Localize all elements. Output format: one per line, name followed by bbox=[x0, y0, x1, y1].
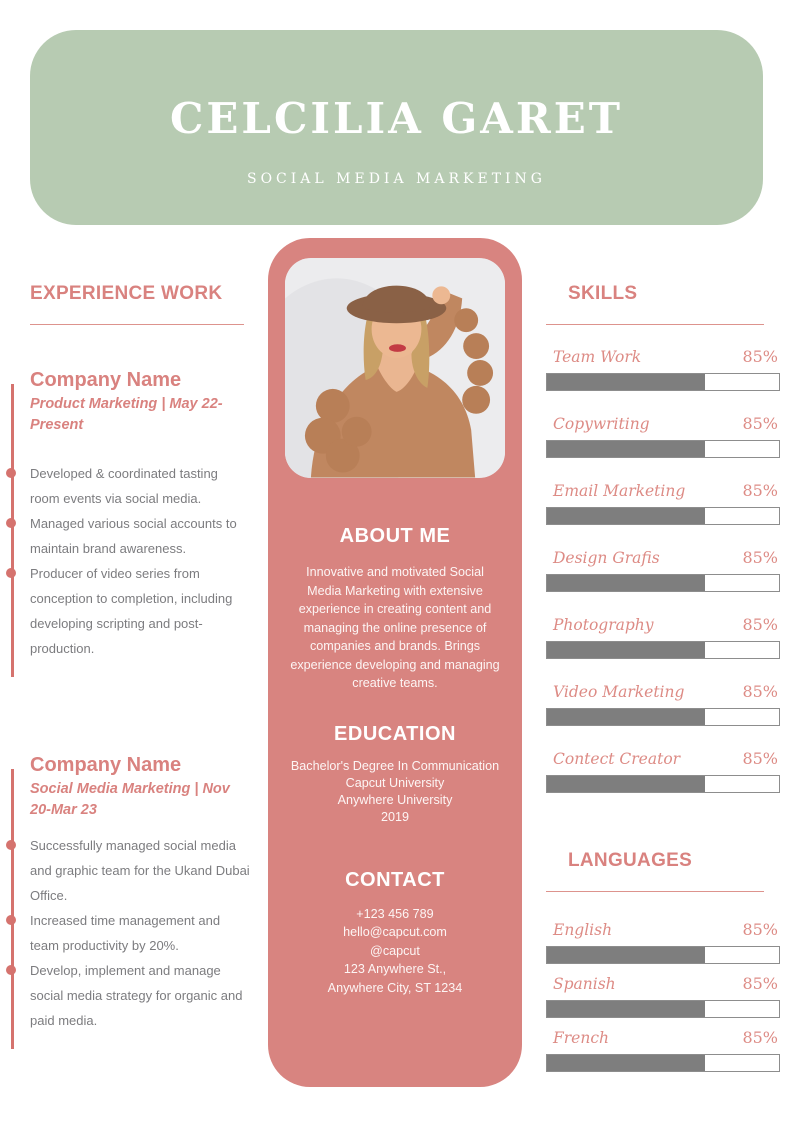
skills-list: Team Work 85% Copywriting 85% Email Mark… bbox=[546, 347, 780, 793]
skill-bar-fill bbox=[547, 575, 705, 591]
language-bar bbox=[546, 946, 780, 964]
language-bar bbox=[546, 1054, 780, 1072]
company-name: Company Name bbox=[30, 754, 182, 776]
skill-value: 85% bbox=[742, 481, 778, 500]
skill-item: Email Marketing 85% bbox=[546, 481, 780, 525]
about-text: Innovative and motivated Social Media Ma… bbox=[290, 565, 500, 690]
education-line: Capcut University bbox=[345, 775, 445, 790]
skill-value: 85% bbox=[742, 749, 778, 768]
experience-bullet: Successfully managed social media and gr… bbox=[6, 833, 250, 908]
language-label: English bbox=[553, 921, 613, 939]
skill-label: Team Work bbox=[553, 348, 642, 366]
skill-bar bbox=[546, 507, 780, 525]
languages-section: LANGUAGES English 85% Spanish 85% French bbox=[546, 850, 780, 1072]
experience-entry: Company Name Social Media Marketing | No… bbox=[6, 753, 250, 1049]
about-title: ABOUT ME bbox=[339, 525, 451, 547]
skill-item: Team Work 85% bbox=[546, 347, 780, 391]
skill-label: Design Grafis bbox=[553, 549, 660, 567]
skill-item: Copywriting 85% bbox=[546, 414, 780, 458]
skill-label: Copywriting bbox=[553, 415, 650, 433]
language-label: Spanish bbox=[553, 975, 616, 993]
role-period: Social Media Marketing | Nov 20-Mar 23 bbox=[30, 781, 230, 818]
education-lines: Bachelor's Degree In Communication Capcu… bbox=[268, 758, 522, 826]
language-value: 85% bbox=[742, 974, 778, 993]
skills-divider bbox=[546, 324, 764, 325]
education-line: Bachelor's Degree In Communication bbox=[290, 758, 500, 773]
skill-bar-fill bbox=[547, 374, 705, 390]
skill-item: Contect Creator 85% bbox=[546, 749, 780, 793]
education-line: Anywhere University bbox=[337, 792, 453, 807]
profile-panel: ABOUT ME Innovative and motivated Social… bbox=[268, 238, 522, 1087]
skill-bar bbox=[546, 574, 780, 592]
experience-bullet: Managed various social accounts to maint… bbox=[6, 511, 250, 561]
contact-address-line: Anywhere City, ST 1234 bbox=[327, 980, 463, 995]
experience-bullet-list: Successfully managed social media and gr… bbox=[6, 833, 250, 1033]
skill-item: Photography 85% bbox=[546, 615, 780, 659]
contact-email: hello@capcut.com bbox=[343, 925, 447, 939]
skill-value: 85% bbox=[742, 548, 778, 567]
company-name: Company Name bbox=[30, 369, 182, 391]
contact-handle: @capcut bbox=[370, 943, 420, 958]
language-item: Spanish 85% bbox=[546, 974, 780, 1018]
contact-address-line: 123 Anywhere St., bbox=[343, 962, 447, 976]
language-label: French bbox=[553, 1029, 609, 1047]
skill-bar bbox=[546, 440, 780, 458]
skill-bar-fill bbox=[547, 441, 705, 457]
portrait-photo bbox=[285, 258, 505, 478]
contact-title: CONTACT bbox=[345, 868, 445, 891]
skill-label: Contect Creator bbox=[553, 750, 681, 768]
skill-label: Video Marketing bbox=[553, 683, 685, 701]
skill-bar bbox=[546, 708, 780, 726]
experience-section: EXPERIENCE WORK Company Name Product Mar… bbox=[6, 283, 250, 1049]
language-item: English 85% bbox=[546, 920, 780, 964]
experience-entry: Company Name Product Marketing | May 22-… bbox=[6, 368, 250, 677]
language-bar bbox=[546, 1000, 780, 1018]
role-period: Product Marketing | May 22-Present bbox=[30, 396, 223, 433]
contact-phone: +123 456 789 bbox=[356, 906, 434, 921]
skill-bar-fill bbox=[547, 642, 705, 658]
skill-value: 85% bbox=[742, 682, 778, 701]
skills-section: SKILLS Team Work 85% Copywriting 85% Ema… bbox=[546, 283, 780, 1082]
skill-value: 85% bbox=[742, 414, 778, 433]
skill-value: 85% bbox=[742, 347, 778, 366]
person-title: SOCIAL MEDIA MARKETING bbox=[246, 171, 546, 187]
skill-bar bbox=[546, 641, 780, 659]
education-title: EDUCATION bbox=[334, 722, 456, 745]
experience-section-title: EXPERIENCE WORK bbox=[30, 283, 223, 304]
language-bar-fill bbox=[547, 1055, 705, 1071]
languages-list: English 85% Spanish 85% French 85% bbox=[546, 920, 780, 1072]
experience-bullet: Develop, implement and manage social med… bbox=[6, 958, 250, 1033]
language-value: 85% bbox=[742, 920, 778, 939]
language-value: 85% bbox=[742, 1028, 778, 1047]
portrait-illustration bbox=[285, 258, 505, 478]
skills-section-title: SKILLS bbox=[568, 283, 638, 304]
experience-bullet: Producer of video series from conception… bbox=[6, 561, 250, 661]
skill-item: Design Grafis 85% bbox=[546, 548, 780, 592]
contact-lines: +123 456 789 hello@capcut.com @capcut 12… bbox=[268, 905, 522, 998]
skill-value: 85% bbox=[742, 615, 778, 634]
skill-bar-fill bbox=[547, 776, 705, 792]
skill-bar-fill bbox=[547, 508, 705, 524]
language-bar-fill bbox=[547, 947, 705, 963]
skill-bar bbox=[546, 373, 780, 391]
experience-divider bbox=[30, 324, 244, 325]
experience-bullet: Developed & coordinated tasting room eve… bbox=[6, 461, 250, 511]
language-bar-fill bbox=[547, 1001, 705, 1017]
skill-bar-fill bbox=[547, 709, 705, 725]
person-name: CELCILIA GARET bbox=[169, 94, 624, 143]
skill-item: Video Marketing 85% bbox=[546, 682, 780, 726]
header-banner: CELCILIA GARET SOCIAL MEDIA MARKETING bbox=[30, 30, 763, 225]
skill-label: Photography bbox=[553, 616, 654, 634]
languages-section-title: LANGUAGES bbox=[568, 850, 693, 871]
education-line: 2019 bbox=[380, 809, 410, 824]
experience-bullet-list: Developed & coordinated tasting room eve… bbox=[6, 461, 250, 661]
experience-bullet: Increased time management and team produ… bbox=[6, 908, 250, 958]
language-item: French 85% bbox=[546, 1028, 780, 1072]
skill-label: Email Marketing bbox=[553, 482, 686, 500]
languages-divider bbox=[546, 891, 764, 892]
skill-bar bbox=[546, 775, 780, 793]
